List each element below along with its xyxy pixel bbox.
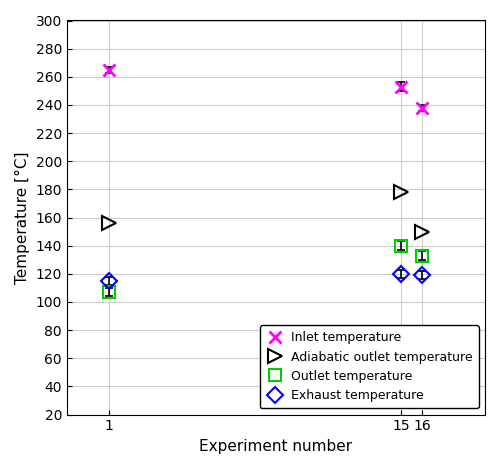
X-axis label: Experiment number: Experiment number xyxy=(200,439,352,454)
Adiabatic outlet temperature xyxy=(420,229,426,234)
Exhaust temperature xyxy=(106,278,112,284)
Outlet temperature xyxy=(106,289,112,295)
Line: Adiabatic outlet temperature: Adiabatic outlet temperature xyxy=(102,185,429,239)
Outlet temperature xyxy=(398,243,404,249)
Exhaust temperature xyxy=(420,272,426,278)
Line: Exhaust temperature: Exhaust temperature xyxy=(103,268,428,287)
Exhaust temperature xyxy=(398,271,404,277)
Inlet temperature xyxy=(420,105,426,111)
Legend: Inlet temperature, Adiabatic outlet temperature, Outlet temperature, Exhaust tem: Inlet temperature, Adiabatic outlet temp… xyxy=(260,325,479,408)
Inlet temperature xyxy=(106,67,112,73)
Inlet temperature xyxy=(398,84,404,90)
Adiabatic outlet temperature xyxy=(106,220,112,226)
Line: Outlet temperature: Outlet temperature xyxy=(103,240,428,298)
Adiabatic outlet temperature xyxy=(398,189,404,195)
Line: Inlet temperature: Inlet temperature xyxy=(102,63,428,114)
Y-axis label: Temperature [°C]: Temperature [°C] xyxy=(15,151,30,284)
Outlet temperature xyxy=(420,253,426,258)
